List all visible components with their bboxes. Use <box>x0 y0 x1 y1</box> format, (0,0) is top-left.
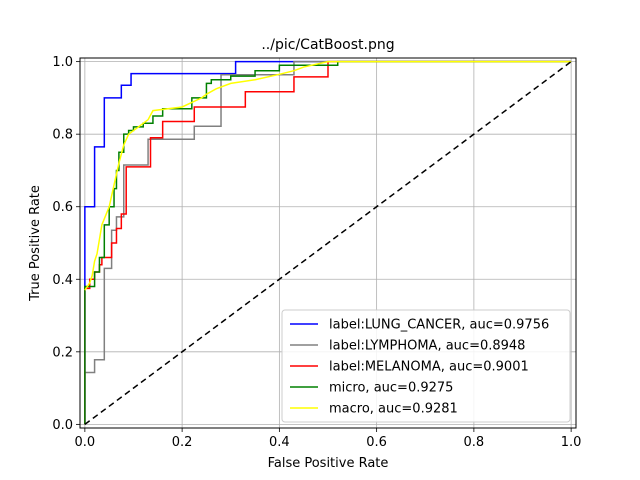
x-axis-label: False Positive Rate <box>268 456 389 471</box>
legend-entry-label: micro, auc=0.9275 <box>329 381 453 396</box>
y-tick-label: 0.4 <box>52 273 73 288</box>
series-layer <box>84 60 572 425</box>
chance-diagonal-line <box>84 61 572 425</box>
legend-entry-label: macro, auc=0.9281 <box>329 402 458 417</box>
y-tick-label: 0.8 <box>52 128 73 143</box>
x-tick-label: 1.0 <box>561 435 582 450</box>
ticks: 0.0 0.2 0.4 0.6 0.8 1.0 0.0 0.2 0.4 0.6 0.8 1.0 <box>52 55 581 450</box>
x-tick-label: 0.0 <box>75 435 96 450</box>
y-tick-label: 0.6 <box>52 200 73 215</box>
x-tick-label: 0.2 <box>172 435 193 450</box>
roc-series-line-4 <box>84 60 572 291</box>
y-axis-label: True Positive Rate <box>28 185 43 302</box>
x-tick-label: 0.6 <box>366 435 387 450</box>
y-tick-label: 0.2 <box>52 345 73 360</box>
legend-entry-label: label:MELANOMA, auc=0.9001 <box>329 360 529 375</box>
x-tick-label: 0.8 <box>464 435 485 450</box>
legend-entry-label: label:LUNG_CANCER, auc=0.9756 <box>329 318 549 333</box>
y-tick-label: 0.0 <box>52 418 73 433</box>
plot-frame <box>79 57 577 429</box>
roc-series-line-1 <box>84 60 572 425</box>
roc-series-line-0 <box>84 60 572 425</box>
y-tick-label: 1.0 <box>52 55 73 70</box>
chart-title: ../pic/CatBoost.png <box>261 37 394 53</box>
legend-entry-label: label:LYMPHOMA, auc=0.8948 <box>329 339 525 354</box>
grid <box>80 58 576 428</box>
legend: label:LUNG_CANCER, auc=0.9756 label:LYMPH… <box>281 309 571 423</box>
x-tick-label: 0.4 <box>269 435 290 450</box>
legend-box <box>281 309 571 423</box>
roc-series-line-3 <box>84 60 572 425</box>
